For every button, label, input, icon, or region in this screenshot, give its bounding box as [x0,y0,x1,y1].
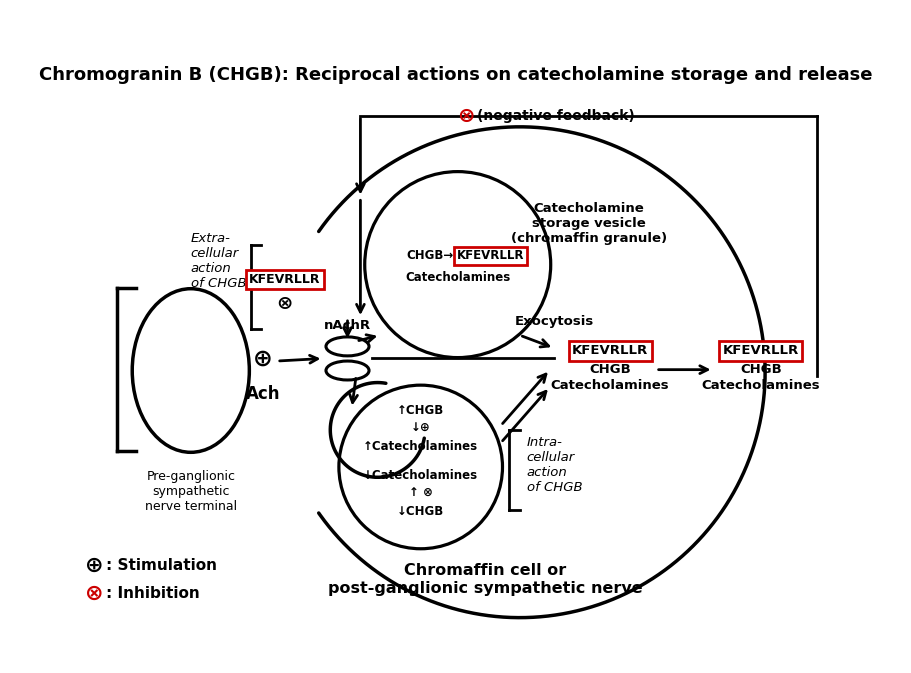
Text: ↑Catecholamines: ↑Catecholamines [363,439,477,453]
Text: ⊕: ⊕ [253,347,272,370]
Text: Catecholamine
storage vesicle
(chromaffin granule): Catecholamine storage vesicle (chromaffi… [510,202,666,245]
Text: CHGB: CHGB [739,363,781,376]
Text: Pre-ganglionic
sympathetic
nerve terminal: Pre-ganglionic sympathetic nerve termina… [145,470,237,513]
Text: ⊕: ⊕ [85,556,103,576]
Text: Catecholamines: Catecholamines [404,271,510,284]
Text: ↓CHGB: ↓CHGB [396,505,444,518]
Text: Exocytosis: Exocytosis [514,316,593,328]
Text: (negative feedback): (negative feedback) [476,108,634,122]
Text: Chromogranin B (CHGB): Reciprocal actions on catecholamine storage and release: Chromogranin B (CHGB): Reciprocal action… [39,66,872,83]
Text: KFEVRLLR: KFEVRLLR [456,250,524,262]
Text: KFEVRLLR: KFEVRLLR [722,344,798,357]
Text: : Stimulation: : Stimulation [107,559,217,573]
Text: ↑ ⊗: ↑ ⊗ [408,487,432,499]
Text: Chromaffin cell or
post-ganglionic sympathetic nerve: Chromaffin cell or post-ganglionic sympa… [328,563,642,596]
Text: : Inhibition: : Inhibition [107,586,200,601]
Text: Catecholamines: Catecholamines [550,379,669,392]
Text: ↑CHGB: ↑CHGB [396,404,444,417]
Text: Catecholamines: Catecholamines [701,379,819,392]
Text: ↓Catecholamines: ↓Catecholamines [363,469,477,482]
Text: KFEVRLLR: KFEVRLLR [571,344,648,357]
Text: ⊗: ⊗ [276,294,292,313]
Text: Ach: Ach [246,385,280,403]
Text: KFEVRLLR: KFEVRLLR [249,273,320,286]
Text: ⊗: ⊗ [457,106,475,126]
Text: CHGB→: CHGB→ [405,250,453,262]
Text: ⊗: ⊗ [85,583,103,604]
Text: Intra-
cellular
action
of CHGB: Intra- cellular action of CHGB [526,436,581,494]
Text: ↓⊕: ↓⊕ [410,421,430,434]
Text: CHGB: CHGB [589,363,630,376]
Text: Extra-
cellular
action
of CHGB: Extra- cellular action of CHGB [190,232,246,290]
Text: nAchR: nAchR [323,319,371,332]
